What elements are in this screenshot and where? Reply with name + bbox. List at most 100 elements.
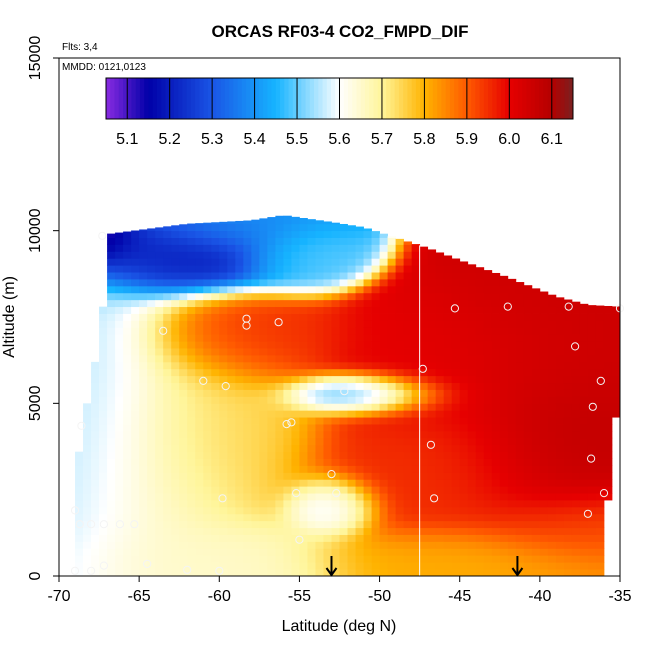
heatmap-cell [299,327,308,335]
heatmap-cell [147,251,156,259]
heatmap-cell [339,506,348,515]
heatmap-cell [579,506,589,515]
heatmap-cell [315,313,324,321]
heatmap-cell [195,285,204,294]
heatmap-cell [563,341,573,349]
heatmap-cell [179,348,188,356]
heatmap-cell [131,396,140,404]
heatmap-cell [155,430,164,439]
heatmap-cell [331,465,340,473]
heatmap-cell [523,527,533,535]
heatmap-cell [227,520,236,529]
heatmap-cell [179,230,188,238]
heatmap-cell [227,555,236,563]
heatmap-cell [395,306,405,314]
heatmap-cell [307,430,316,439]
heatmap-cell [395,334,405,342]
heatmap-cell [147,569,156,577]
heatmap-cell [307,354,316,363]
heatmap-cell [363,334,372,342]
heatmap-cell [435,465,445,473]
heatmap-cell [91,520,100,529]
heatmap-cell [171,230,180,238]
heatmap-cell [211,437,220,446]
heatmap-cell [299,410,308,418]
heatmap-cell [555,465,565,473]
heatmap-cell [315,237,324,245]
heatmap-cell [203,348,212,356]
heatmap-cell [379,320,388,328]
heatmap-cell [107,562,116,570]
heatmap-cell [395,396,405,404]
heatmap-cell [419,424,429,432]
heatmap-cell [107,258,116,266]
heatmap-cell [203,306,212,314]
heatmap-cell [163,279,172,287]
heatmap-cell [147,527,156,535]
heatmap-cell [419,493,429,501]
heatmap-cell [515,306,525,314]
heatmap-cell [483,403,493,411]
heatmap-cell [363,424,372,432]
heatmap-cell [235,279,244,287]
heatmap-cell [235,396,244,404]
heatmap-cell [203,285,212,294]
heatmap-cell [379,258,388,266]
heatmap-cell [187,306,196,314]
heatmap-cell [483,513,493,522]
heatmap-cell [523,368,533,377]
heatmap-cell [603,410,613,418]
heatmap-cell [483,299,493,308]
heatmap-cell [443,513,453,522]
heatmap-cell [467,327,477,335]
heatmap-cell [331,548,340,556]
heatmap-cell [291,230,300,238]
heatmap-cell [435,424,445,432]
heatmap-cell [339,493,348,501]
heatmap-cell [475,472,485,480]
heatmap-cell [347,437,356,446]
heatmap-cell [515,513,525,522]
heatmap-cell [83,534,92,542]
heatmap-cell [251,555,260,563]
heatmap-cell [171,375,180,384]
heatmap-cell [203,375,212,384]
heatmap-cell [499,541,509,549]
heatmap-cell [171,225,180,232]
heatmap-cell [443,417,453,425]
heatmap-cell [307,223,316,232]
colorbar-swatch [254,78,260,119]
heatmap-cell [139,451,148,459]
heatmap-cell [299,444,308,453]
heatmap-cell [587,348,597,356]
heatmap-cell [555,500,565,508]
heatmap-cell [107,506,116,515]
heatmap-cell [435,527,445,535]
heatmap-cell [411,285,421,294]
heatmap-cell [123,486,132,494]
heatmap-cell [203,465,212,473]
heatmap-cell [539,375,549,384]
heatmap-cell [163,520,172,529]
heatmap-cell [195,327,204,335]
heatmap-cell [315,410,324,418]
heatmap-cell [563,500,573,508]
heatmap-cell [515,479,525,487]
heatmap-cell [539,437,549,446]
heatmap-cell [515,437,525,446]
heatmap-cell [315,327,324,335]
heatmap-cell [275,382,284,390]
heatmap-cell [219,548,228,556]
heatmap-cell [107,233,116,238]
heatmap-cell [155,527,164,535]
heatmap-cell [83,555,92,563]
heatmap-cell [395,238,405,245]
heatmap-cell [315,548,324,556]
heatmap-cell [203,368,212,377]
heatmap-cell [403,541,413,549]
heatmap-cell [243,493,252,501]
colorbar-swatch [424,78,430,119]
heatmap-cell [203,313,212,321]
heatmap-cell [411,444,421,453]
heatmap-cell [147,458,156,466]
